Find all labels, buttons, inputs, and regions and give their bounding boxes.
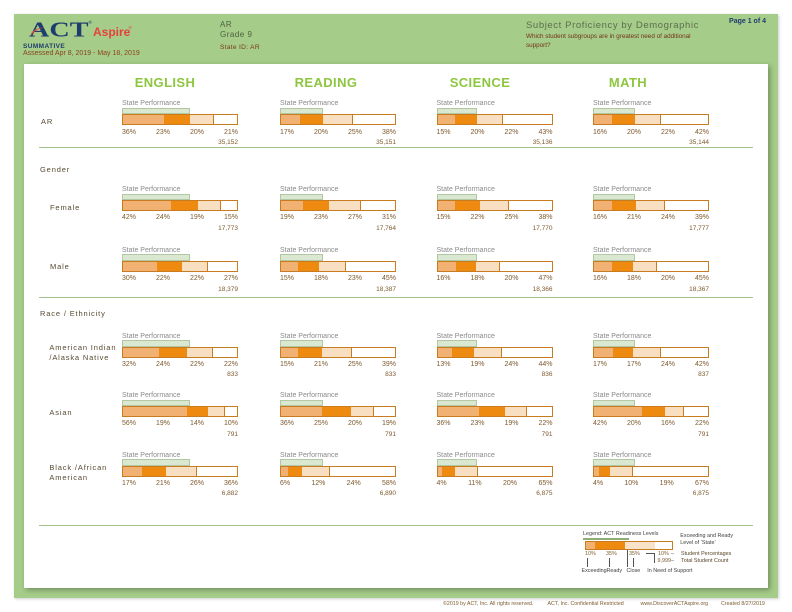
svg-text:®: ® — [129, 25, 133, 31]
svg-text:®: ® — [89, 19, 93, 26]
svg-text:Aspire: Aspire — [93, 25, 131, 39]
svg-text:ACT: ACT — [29, 18, 89, 42]
